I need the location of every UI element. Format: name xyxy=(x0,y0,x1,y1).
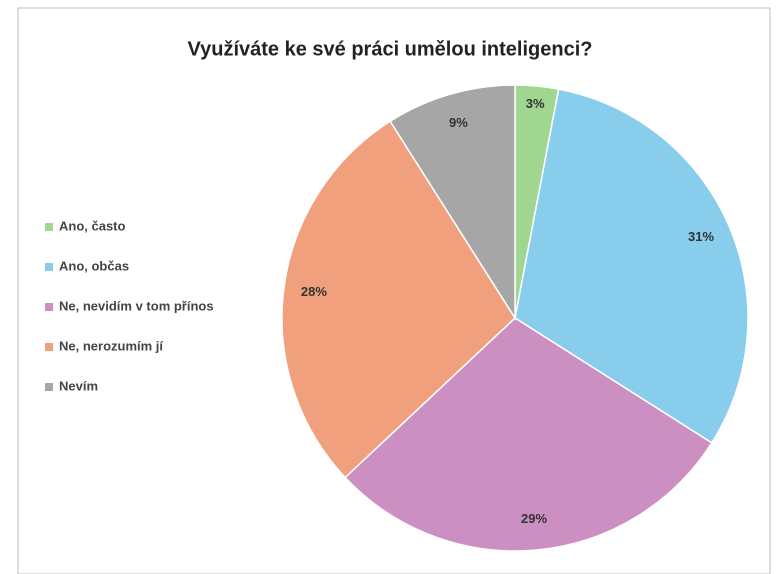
chart-title: Využíváte ke své práci umělou inteligenc… xyxy=(188,38,593,60)
legend-swatch xyxy=(45,223,53,231)
legend-label: Ne, nerozumím jí xyxy=(59,338,163,353)
legend-label: Nevím xyxy=(59,378,98,393)
data-label: 31% xyxy=(688,229,714,244)
data-label: 29% xyxy=(521,511,547,526)
legend-swatch xyxy=(45,263,53,271)
data-label: 28% xyxy=(301,284,327,299)
data-label: 9% xyxy=(449,115,468,130)
pie-slice xyxy=(281,120,516,479)
legend-swatch xyxy=(45,343,53,351)
legend-swatch xyxy=(45,303,53,311)
legend-label: Ano, občas xyxy=(59,258,129,273)
legend-label: Ne, nevidím v tom přínos xyxy=(59,298,214,313)
legend-label: Ano, často xyxy=(59,218,126,233)
legend-swatch xyxy=(45,383,53,391)
data-label: 3% xyxy=(526,96,545,111)
pie-slice xyxy=(344,317,713,552)
pie-slice xyxy=(389,84,516,321)
